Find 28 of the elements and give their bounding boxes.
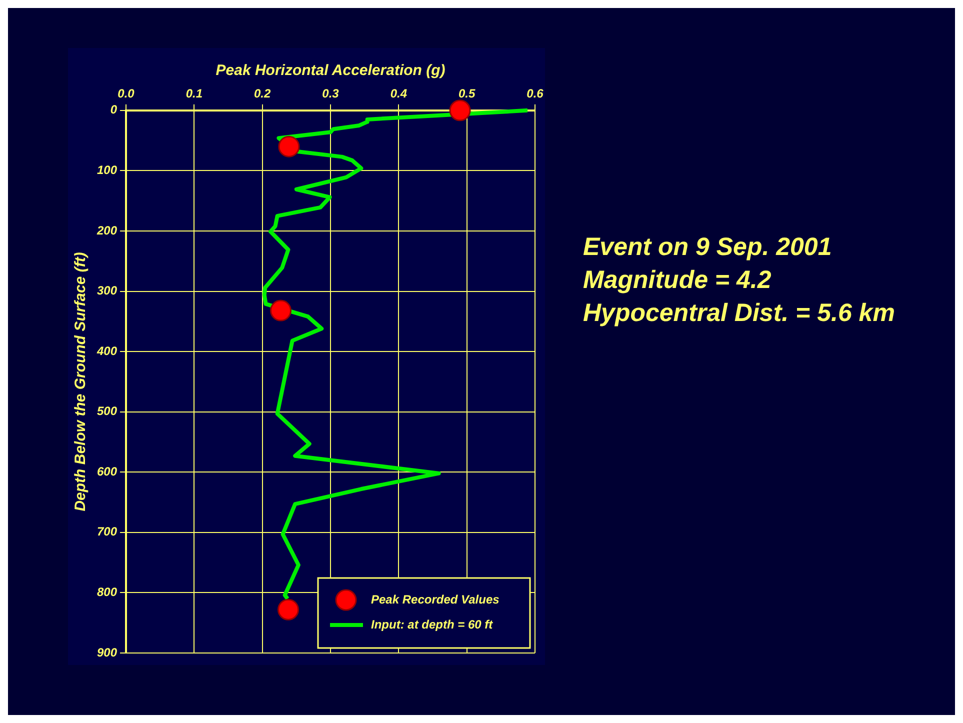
text: Magnitude = 4.2 bbox=[583, 266, 772, 294]
y-tick-label: 600 bbox=[96, 464, 118, 478]
text: Event on 9 Sep. 2001 bbox=[583, 232, 832, 261]
y-tick-label: 0 bbox=[110, 102, 118, 117]
point bbox=[449, 100, 471, 122]
y-tick-label: 800 bbox=[96, 585, 118, 600]
legend-label: Peak Recorded Values bbox=[371, 592, 500, 606]
x-tick-label: 0.2 bbox=[254, 86, 272, 101]
x-axis-title: Peak Horizontal Acceleration (g) bbox=[216, 62, 446, 80]
x-tick-label: 0.6 bbox=[526, 86, 544, 101]
point bbox=[278, 136, 300, 158]
point bbox=[278, 598, 299, 620]
x-tick-label: 0.5 bbox=[458, 86, 476, 101]
y-tick-label: 200 bbox=[96, 223, 118, 238]
y-tick-label: 900 bbox=[96, 645, 118, 660]
legend-label: Input: at depth = 60 ft bbox=[371, 617, 494, 632]
x-tick-label: 0.3 bbox=[322, 86, 340, 101]
y-tick-label: 300 bbox=[96, 284, 118, 298]
x-tick-label: 0.4 bbox=[390, 86, 408, 101]
y-tick-label: 700 bbox=[96, 524, 118, 539]
y-tick-label: 500 bbox=[96, 404, 118, 418]
point bbox=[270, 300, 292, 322]
x-tick-label: 0.0 bbox=[118, 86, 135, 101]
text: Hypocentral Dist. = 5.6 km bbox=[583, 298, 895, 327]
y-axis-title: Depth Below the Ground Surface (ft) bbox=[72, 252, 90, 512]
y-tick-label: 100 bbox=[96, 163, 118, 177]
y-tick-label: 400 bbox=[96, 344, 118, 358]
x-tick-label: 0.1 bbox=[186, 86, 203, 101]
